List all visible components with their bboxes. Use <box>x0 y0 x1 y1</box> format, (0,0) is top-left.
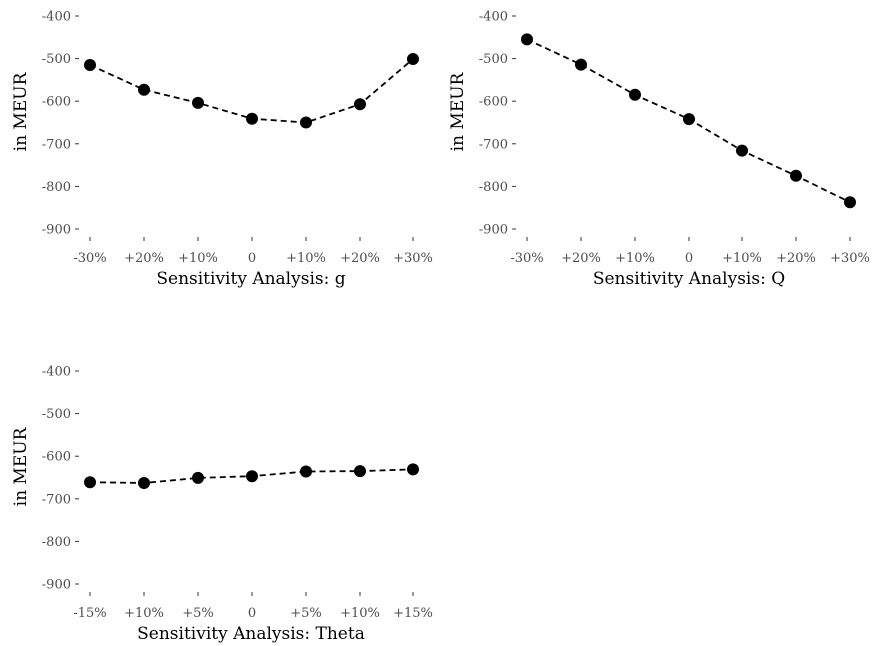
data-point <box>192 471 204 484</box>
y-tick-label: -700 <box>42 492 71 507</box>
x-tick-label: +10% <box>286 251 326 266</box>
data-point <box>629 88 641 101</box>
y-tick-label: -700 <box>42 137 71 152</box>
x-tick-label: +10% <box>178 251 218 266</box>
y-tick-label: -500 <box>42 52 71 67</box>
x-axis-title: Sensitivity Analysis: g <box>156 269 345 289</box>
x-tick-label: +5% <box>290 606 322 621</box>
x-tick-label: -15% <box>73 606 106 621</box>
y-tick-label: -700 <box>479 137 508 152</box>
x-tick-label: +30% <box>830 251 870 266</box>
data-point <box>407 463 419 476</box>
y-tick-label: -600 <box>42 95 71 110</box>
data-point <box>354 465 366 478</box>
data-point <box>736 144 748 157</box>
data-point <box>354 98 366 111</box>
x-tick-label: +10% <box>615 251 655 266</box>
y-axis-title: in MEUR <box>11 426 31 506</box>
x-tick-label: +15% <box>393 606 433 621</box>
data-point <box>575 58 587 71</box>
y-tick-label: -800 <box>479 180 508 195</box>
y-axis-title: in MEUR <box>11 71 31 151</box>
x-tick-label: +20% <box>776 251 816 266</box>
data-point <box>246 112 258 125</box>
data-point <box>790 169 802 182</box>
data-point <box>138 477 150 489</box>
x-tick-label: 0 <box>685 251 693 266</box>
data-point <box>844 196 856 209</box>
y-tick-label: -900 <box>42 223 71 238</box>
y-tick-label: -800 <box>42 535 71 550</box>
y-tick-label: -500 <box>42 407 71 422</box>
y-tick-label: -500 <box>479 52 508 67</box>
x-tick-label: +20% <box>561 251 601 266</box>
data-point <box>683 113 695 126</box>
x-tick-label: +10% <box>722 251 762 266</box>
data-point <box>300 465 312 478</box>
x-tick-label: +10% <box>124 606 164 621</box>
x-tick-label: 0 <box>248 606 256 621</box>
x-tick-label: +30% <box>393 251 433 266</box>
data-point <box>300 116 312 129</box>
data-point <box>84 476 96 489</box>
x-tick-label: -30% <box>73 251 106 266</box>
x-axis-title: Sensitivity Analysis: Theta <box>137 624 365 644</box>
x-axis-title: Sensitivity Analysis: Q <box>593 269 785 289</box>
data-point <box>138 83 150 96</box>
data-point <box>246 470 258 483</box>
y-tick-label: -900 <box>42 578 71 593</box>
x-tick-label: -30% <box>510 251 543 266</box>
y-tick-label: -600 <box>479 95 508 110</box>
y-tick-label: -900 <box>479 223 508 238</box>
y-tick-label: -600 <box>42 450 71 465</box>
x-tick-label: +20% <box>340 251 380 266</box>
y-tick-label: -400 <box>42 10 71 25</box>
y-tick-label: -400 <box>479 10 508 25</box>
x-tick-label: +5% <box>182 606 214 621</box>
data-point <box>407 53 419 65</box>
chart-panel-1: -400 -500 -600 -700 -800 -900-30% +20% +10% 0 +10… <box>11 10 433 290</box>
x-tick-label: +10% <box>340 606 380 621</box>
x-tick-label: +20% <box>124 251 164 266</box>
data-point <box>521 33 533 46</box>
x-tick-label: 0 <box>248 251 256 266</box>
chart-panel-3: -400 -500 -600 -700 -800 -900-15% +10% +5% 0 +5% +… <box>11 365 433 645</box>
chart-panel-2: -400 -500 -600 -700 -800 -900-30% +20% +10% 0 +10… <box>448 10 870 290</box>
y-tick-label: -800 <box>42 180 71 195</box>
y-tick-label: -400 <box>42 365 71 380</box>
y-axis-title: in MEUR <box>448 71 468 151</box>
data-point <box>192 96 204 109</box>
data-point <box>84 59 96 71</box>
